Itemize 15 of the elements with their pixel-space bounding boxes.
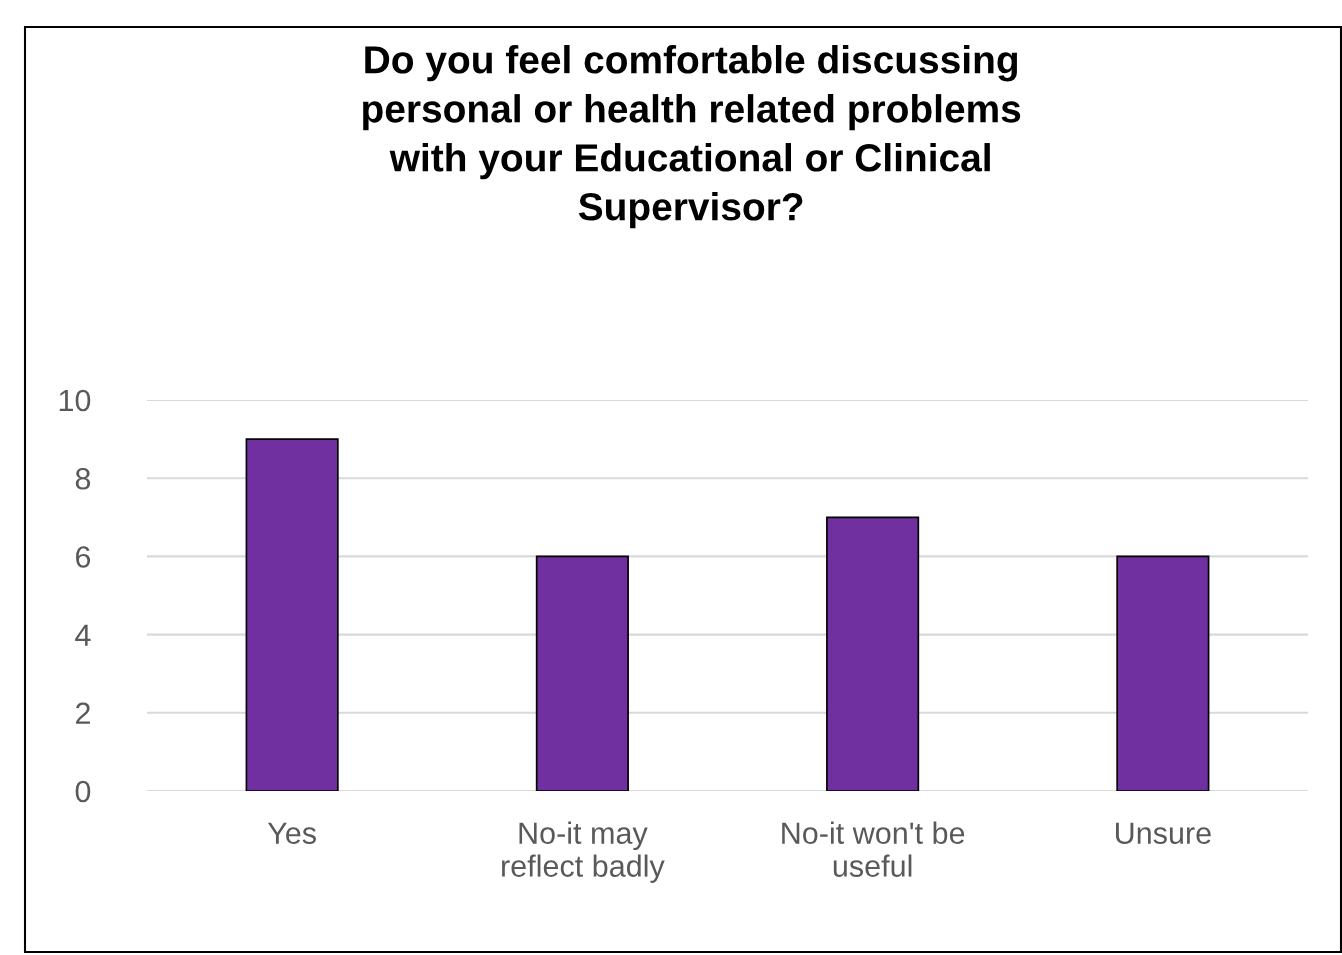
x-tick-label: No-it may reflect badly <box>502 821 665 883</box>
bar <box>245 438 339 791</box>
x-tick-label: Unsure <box>1115 822 1211 844</box>
chart-title: Do you feel comfortable discussing personal or health related problems with your Educational or Clinical Supervisor? <box>363 45 1021 229</box>
bar <box>535 555 629 791</box>
bar <box>826 516 920 791</box>
y-tick-label: 4 <box>75 624 91 646</box>
y-tick-label: 6 <box>76 546 91 568</box>
bar <box>1116 555 1210 791</box>
x-tick-label: Yes <box>267 822 316 844</box>
y-tick-label: 0 <box>75 780 91 803</box>
y-tick-label: 8 <box>75 467 91 490</box>
y-tick-label: 10 <box>59 389 91 412</box>
x-tick-label: No-it won't be useful <box>782 821 965 877</box>
y-tick-label: 2 <box>75 702 90 724</box>
